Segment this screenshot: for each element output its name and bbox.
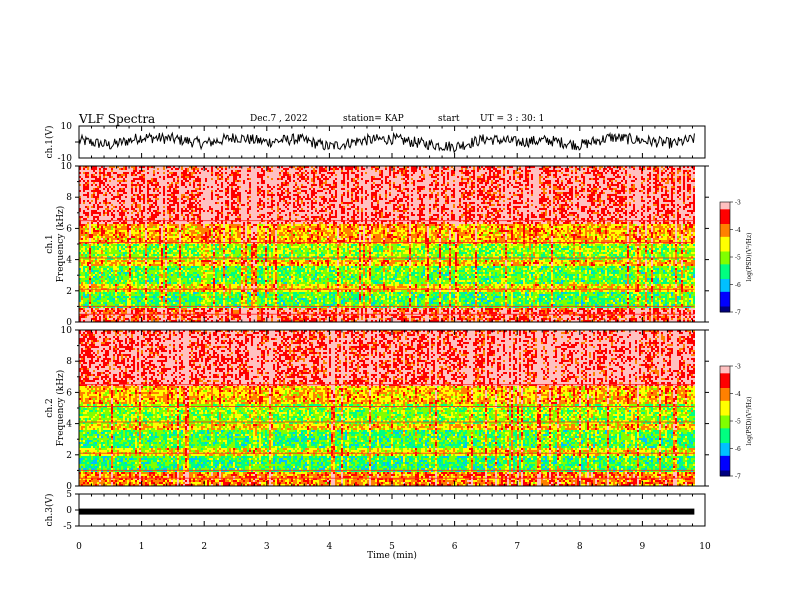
x-tick-label: 6 [452, 542, 458, 552]
y-axis-frequency-label-ch2: Frequency (kHz) [55, 370, 66, 447]
y-axis-label-waveform-ch1: ch.1(V) [44, 126, 55, 159]
y-tick-label-waveform-ch1: 10 [61, 122, 73, 132]
colorbar-tick-label-ch1: -3 [735, 200, 741, 207]
colorbar-tick-label-ch1: -6 [735, 282, 741, 289]
y-axis-channel-label-ch1: ch.1 [45, 234, 55, 253]
y-tick-label-ch2: 6 [66, 388, 72, 398]
vlf-figure: 10-10ch.1(V)0246810ch.1 Frequency (kHz)-3… [0, 0, 792, 612]
colorbar-tick-label-ch1: -5 [735, 255, 741, 262]
x-tick-label: 2 [201, 542, 207, 552]
colorbar-tick-label-ch2: -5 [735, 419, 741, 426]
y-tick-label-ch1: 10 [61, 162, 73, 172]
y-axis-frequency-label-ch1: Frequency (kHz) [55, 206, 66, 283]
x-tick-label: 3 [264, 542, 270, 552]
y-tick-label-waveform-ch3: -5 [63, 522, 72, 532]
x-axis-label: Time (min) [367, 550, 417, 561]
y-tick-label-ch1: 2 [66, 287, 72, 297]
x-tick-label: 8 [577, 542, 583, 552]
x-tick-label: 0 [76, 542, 82, 552]
spectrogram-cells-ch1 [79, 166, 695, 322]
x-tick-label: 9 [640, 542, 646, 552]
colorbar-tick-label-ch2: -7 [735, 474, 741, 481]
y-axis-channel-label-ch2: ch.2 [45, 398, 55, 417]
y-tick-label-ch2: 4 [66, 420, 72, 430]
colorbar-tick-label-ch2: -3 [735, 364, 741, 371]
y-tick-label-ch1: 8 [66, 193, 72, 203]
y-tick-label-waveform-ch3: 5 [66, 490, 72, 500]
colorbar-tick-label-ch1: -7 [735, 310, 741, 317]
y-axis-label-waveform-ch3: ch.3(V) [44, 494, 55, 527]
colorbar-tick-label-ch2: -6 [735, 446, 741, 453]
x-tick-label: 1 [139, 542, 145, 552]
colorbar-tick-label-ch2: -4 [735, 391, 741, 398]
y-tick-label-waveform-ch3: 0 [66, 506, 72, 516]
x-tick-label: 4 [327, 542, 333, 552]
y-tick-label-ch2: 2 [66, 451, 72, 461]
y-tick-label-ch2: 8 [66, 357, 72, 367]
colorbar-tick-label-ch1: -4 [735, 227, 741, 234]
y-tick-label-ch2: 10 [61, 326, 73, 336]
waveform-trace-ch3 [79, 509, 694, 515]
spectrogram-cells-ch2 [79, 330, 695, 486]
x-tick-label: 7 [514, 542, 520, 552]
y-tick-label-ch1: 6 [66, 224, 72, 234]
y-tick-label-ch1: 4 [66, 256, 72, 266]
colorbar-label-ch2: log(PSD)(V²/Hz) [746, 397, 753, 446]
x-tick-label: 10 [699, 542, 711, 552]
colorbar-label-ch1: log(PSD)(V²/Hz) [746, 233, 753, 282]
